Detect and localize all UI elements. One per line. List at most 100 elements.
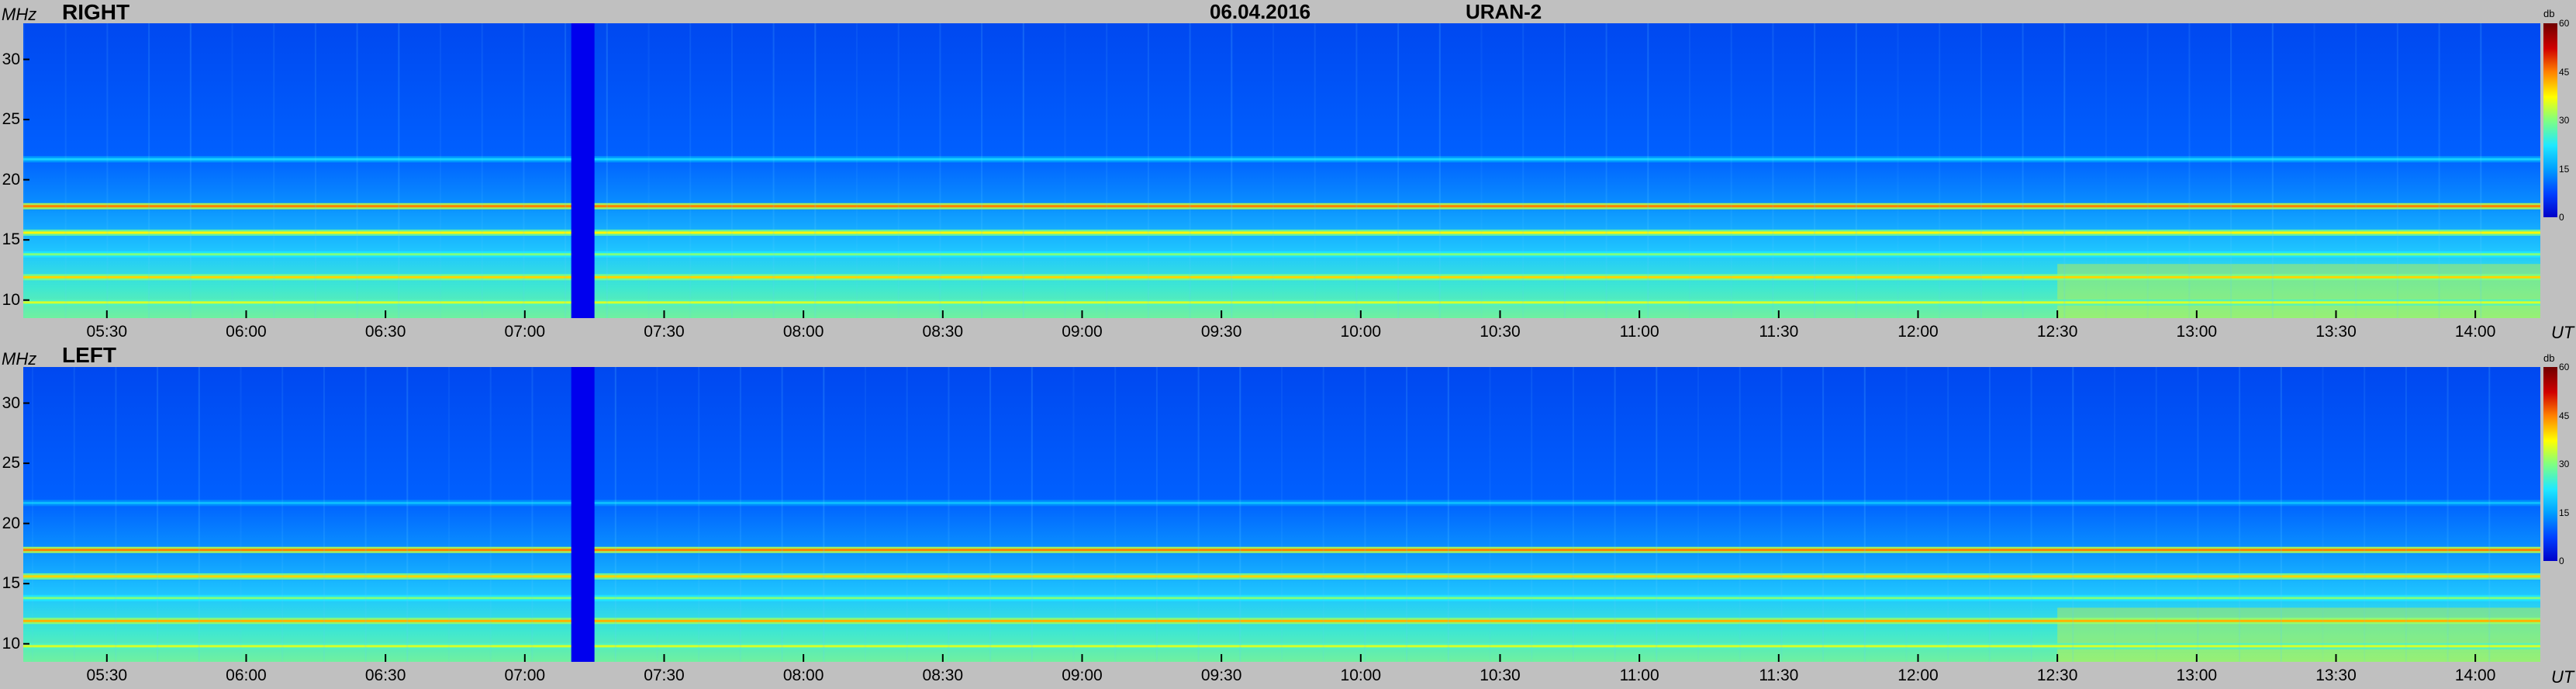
x-tick-label: 06:00 (226, 666, 267, 684)
x-tick-label: 08:30 (922, 666, 964, 684)
vertical-streak (1605, 23, 1607, 318)
x-tick-label: 14:00 (2454, 323, 2496, 341)
x-tick-label: 06:30 (364, 323, 406, 341)
vertical-streak (2146, 23, 2149, 318)
vertical-streak (189, 23, 192, 318)
vertical-streak (1072, 367, 1075, 662)
x-tick-label: 05:30 (86, 323, 128, 341)
vertical-streak (2405, 367, 2407, 662)
vertical-streak (1614, 367, 1616, 662)
spectrogram-right (23, 23, 2540, 318)
vertical-streak (1939, 23, 1941, 318)
vertical-streak (614, 367, 616, 662)
vertical-streak (1697, 367, 1699, 662)
x-tick-label: 10:30 (1480, 323, 1521, 341)
interference-band-core (23, 275, 2540, 279)
vertical-streak (115, 367, 117, 662)
vertical-streak (856, 23, 858, 318)
vertical-streak (523, 23, 525, 318)
vertical-streak (2364, 367, 2366, 662)
vertical-streak (1031, 367, 1033, 662)
vertical-streak (2105, 23, 2107, 318)
vertical-streak (1572, 367, 1574, 662)
vertical-streak (1739, 367, 1741, 662)
colorbar-left (2543, 367, 2557, 561)
vertical-streak (1114, 367, 1117, 662)
vertical-streak (565, 23, 567, 318)
vertical-streak (1988, 367, 1991, 662)
x-tick-label: 12:00 (1897, 666, 1939, 684)
vertical-streak (1155, 367, 1158, 662)
colorbar-right (2543, 23, 2557, 217)
vertical-streak (739, 367, 741, 662)
vertical-streak (1314, 23, 1316, 318)
y-tick-label: 20 (2, 514, 20, 532)
vertical-streak (1147, 23, 1149, 318)
station-label: URAN-2 (1466, 0, 1542, 23)
vertical-streak (1822, 367, 1825, 662)
vertical-streak (157, 367, 159, 662)
vertical-streak (273, 23, 275, 318)
colorbar-tick-label: 0 (2559, 212, 2564, 223)
vertical-streak (1480, 23, 1483, 318)
interference-band-core (23, 575, 2540, 578)
vertical-streak (481, 23, 483, 318)
interference-band-core (23, 549, 2540, 552)
x-tick-label: 12:00 (1897, 323, 1939, 341)
vertical-streak (531, 367, 534, 662)
date-label: 06.04.2016 (1210, 0, 1311, 23)
x-tick-label: 13:30 (2315, 323, 2357, 341)
x-tick-label: 09:00 (1062, 666, 1103, 684)
vertical-streak (1647, 23, 1649, 318)
y-tick-label: 15 (2, 574, 20, 593)
x-tick-label: 13:00 (2176, 666, 2218, 684)
vertical-streak (406, 367, 409, 662)
vertical-streak (948, 367, 950, 662)
x-tick-label: 12:30 (2036, 323, 2078, 341)
vertical-streak (1489, 367, 1491, 662)
vertical-streak (1814, 23, 1816, 318)
y-tick-label: 15 (2, 230, 20, 249)
colorbar-tick-label: 15 (2559, 163, 2570, 175)
vertical-streak (689, 23, 692, 318)
vertical-streak (1272, 23, 1274, 318)
vertical-streak (2396, 23, 2398, 318)
vertical-streak (32, 367, 33, 662)
x-tick-label: 07:30 (644, 323, 685, 341)
vertical-streak (981, 23, 983, 318)
vertical-streak (1780, 367, 1783, 662)
vertical-streak (323, 367, 325, 662)
vertical-streak (448, 367, 450, 662)
x-tick-label: 13:30 (2315, 666, 2357, 684)
vertical-streak (364, 367, 367, 662)
vertical-streak (1397, 23, 1400, 318)
vertical-streak (1022, 23, 1024, 318)
spectrogram-left-svg (23, 367, 2540, 662)
freq-unit-top: MHz (2, 5, 37, 24)
colorbar-unit-top: db (2543, 8, 2555, 19)
vertical-streak (1281, 367, 1283, 662)
vertical-streak (2155, 367, 2157, 662)
x-tick-label: 09:30 (1200, 666, 1242, 684)
x-tick-label: 05:30 (86, 666, 128, 684)
vertical-streak (240, 367, 242, 662)
interference-band-core (23, 158, 2540, 161)
vertical-streak (1064, 23, 1066, 318)
panel-title-left: LEFT (62, 343, 116, 367)
vertical-streak (2438, 23, 2440, 318)
panel-title-right: RIGHT (62, 0, 130, 24)
x-tick-label: 07:00 (504, 666, 546, 684)
vertical-streak (1355, 23, 1358, 318)
y-tick-label: 10 (2, 290, 20, 309)
spectrogram-background (23, 23, 2540, 318)
y-tick-label: 30 (2, 50, 20, 68)
vertical-streak (314, 23, 316, 318)
vertical-streak (781, 367, 783, 662)
vertical-streak (106, 23, 109, 318)
vertical-streak (606, 23, 608, 318)
vertical-streak (1406, 367, 1408, 662)
vertical-streak (865, 367, 866, 662)
x-tick-label: 11:00 (1619, 666, 1659, 684)
colorbar-tick-label: 15 (2559, 507, 2570, 518)
vertical-streak (2239, 367, 2241, 662)
